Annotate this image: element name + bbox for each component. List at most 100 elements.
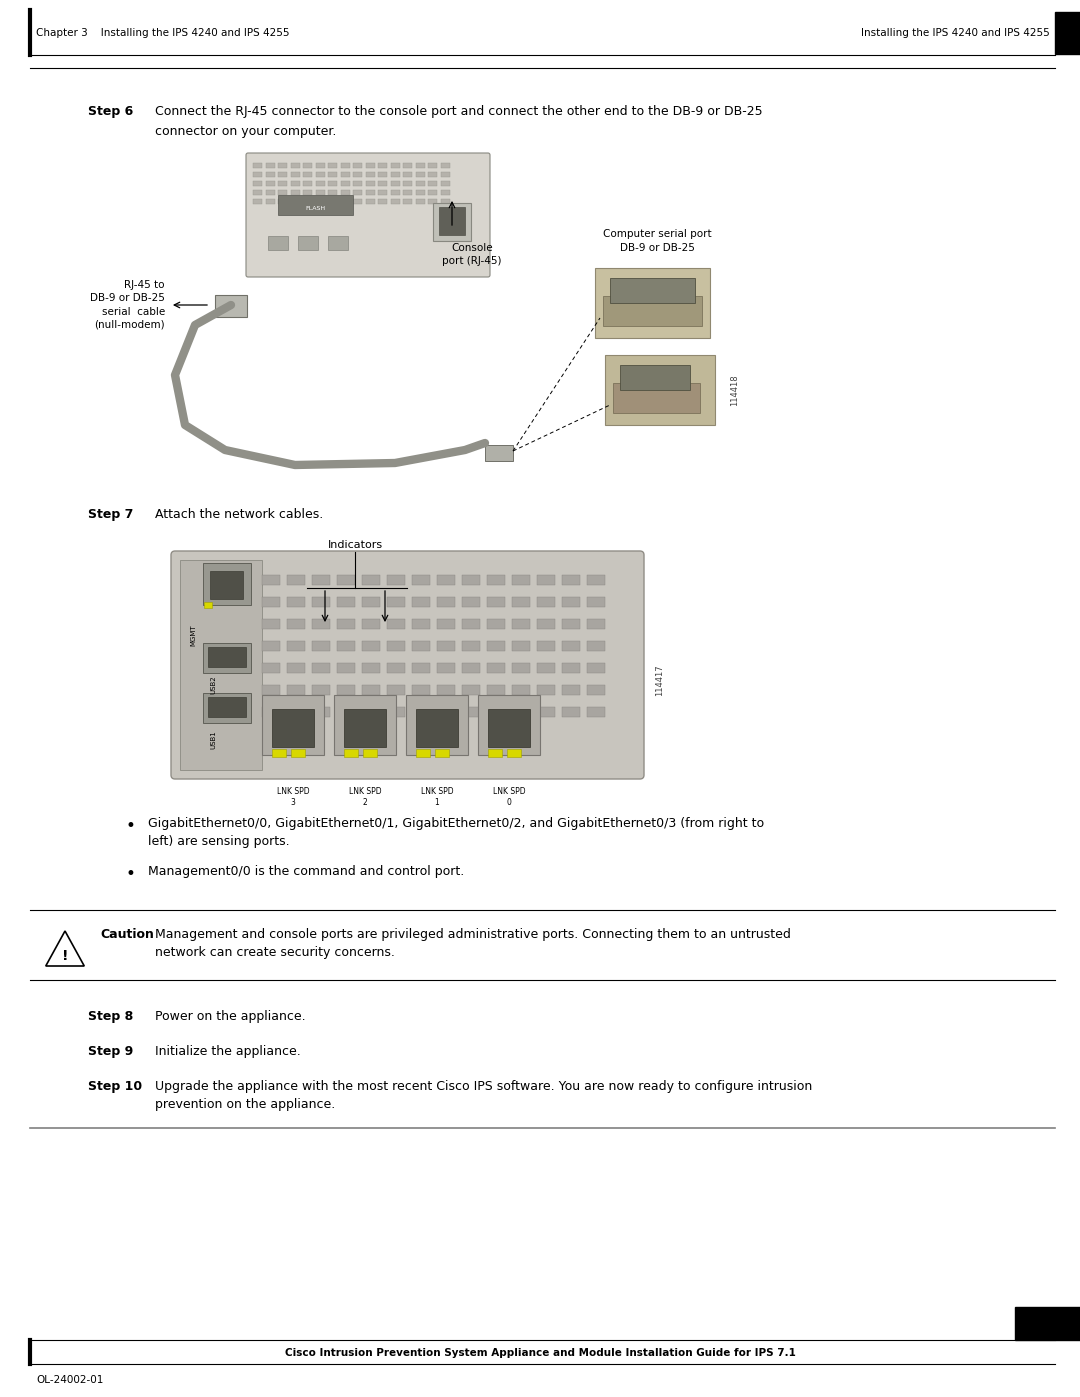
FancyBboxPatch shape bbox=[303, 198, 312, 204]
Text: USB1: USB1 bbox=[210, 731, 216, 749]
FancyBboxPatch shape bbox=[562, 619, 580, 629]
FancyBboxPatch shape bbox=[262, 619, 280, 629]
FancyBboxPatch shape bbox=[387, 664, 405, 673]
Text: Caution: Caution bbox=[100, 928, 153, 942]
FancyBboxPatch shape bbox=[262, 664, 280, 673]
FancyBboxPatch shape bbox=[438, 207, 465, 235]
FancyBboxPatch shape bbox=[345, 749, 357, 757]
FancyBboxPatch shape bbox=[312, 619, 330, 629]
FancyBboxPatch shape bbox=[411, 619, 430, 629]
FancyBboxPatch shape bbox=[562, 641, 580, 651]
FancyBboxPatch shape bbox=[620, 365, 690, 390]
FancyBboxPatch shape bbox=[328, 163, 337, 168]
FancyBboxPatch shape bbox=[411, 576, 430, 585]
FancyBboxPatch shape bbox=[437, 597, 455, 608]
FancyBboxPatch shape bbox=[363, 749, 377, 757]
FancyBboxPatch shape bbox=[588, 597, 605, 608]
FancyBboxPatch shape bbox=[403, 190, 411, 196]
Text: 114418: 114418 bbox=[730, 374, 740, 405]
FancyBboxPatch shape bbox=[613, 383, 700, 414]
FancyBboxPatch shape bbox=[362, 576, 380, 585]
FancyBboxPatch shape bbox=[403, 172, 411, 177]
FancyBboxPatch shape bbox=[287, 707, 305, 717]
Text: LNK SPD: LNK SPD bbox=[421, 787, 454, 796]
FancyBboxPatch shape bbox=[334, 694, 396, 754]
FancyBboxPatch shape bbox=[315, 190, 324, 196]
FancyBboxPatch shape bbox=[378, 172, 387, 177]
FancyBboxPatch shape bbox=[507, 749, 521, 757]
FancyBboxPatch shape bbox=[462, 664, 480, 673]
FancyBboxPatch shape bbox=[337, 619, 355, 629]
FancyBboxPatch shape bbox=[378, 190, 387, 196]
FancyBboxPatch shape bbox=[378, 198, 387, 204]
FancyBboxPatch shape bbox=[312, 641, 330, 651]
FancyBboxPatch shape bbox=[391, 198, 400, 204]
FancyBboxPatch shape bbox=[487, 664, 505, 673]
Text: USB2: USB2 bbox=[210, 676, 216, 694]
FancyBboxPatch shape bbox=[337, 576, 355, 585]
FancyBboxPatch shape bbox=[353, 190, 362, 196]
FancyBboxPatch shape bbox=[416, 190, 424, 196]
FancyBboxPatch shape bbox=[291, 172, 299, 177]
FancyBboxPatch shape bbox=[428, 163, 437, 168]
FancyBboxPatch shape bbox=[253, 172, 262, 177]
FancyBboxPatch shape bbox=[278, 163, 287, 168]
FancyBboxPatch shape bbox=[266, 163, 274, 168]
FancyBboxPatch shape bbox=[328, 172, 337, 177]
FancyBboxPatch shape bbox=[287, 619, 305, 629]
FancyBboxPatch shape bbox=[272, 710, 314, 747]
FancyBboxPatch shape bbox=[303, 163, 312, 168]
FancyBboxPatch shape bbox=[488, 710, 530, 747]
FancyBboxPatch shape bbox=[562, 597, 580, 608]
FancyBboxPatch shape bbox=[378, 182, 387, 186]
Text: LNK SPD: LNK SPD bbox=[276, 787, 309, 796]
FancyBboxPatch shape bbox=[387, 619, 405, 629]
FancyBboxPatch shape bbox=[537, 685, 555, 694]
FancyBboxPatch shape bbox=[462, 597, 480, 608]
FancyBboxPatch shape bbox=[303, 172, 312, 177]
FancyBboxPatch shape bbox=[588, 685, 605, 694]
FancyBboxPatch shape bbox=[253, 190, 262, 196]
FancyBboxPatch shape bbox=[337, 597, 355, 608]
FancyBboxPatch shape bbox=[487, 685, 505, 694]
FancyBboxPatch shape bbox=[411, 641, 430, 651]
FancyBboxPatch shape bbox=[610, 278, 696, 303]
FancyBboxPatch shape bbox=[391, 163, 400, 168]
FancyBboxPatch shape bbox=[441, 198, 449, 204]
Text: LNK SPD: LNK SPD bbox=[349, 787, 381, 796]
FancyBboxPatch shape bbox=[315, 172, 324, 177]
FancyBboxPatch shape bbox=[203, 643, 251, 673]
FancyBboxPatch shape bbox=[266, 190, 274, 196]
FancyBboxPatch shape bbox=[411, 597, 430, 608]
FancyBboxPatch shape bbox=[437, 641, 455, 651]
FancyBboxPatch shape bbox=[378, 163, 387, 168]
FancyBboxPatch shape bbox=[588, 641, 605, 651]
FancyBboxPatch shape bbox=[315, 182, 324, 186]
Text: Step 10: Step 10 bbox=[87, 1080, 143, 1092]
FancyBboxPatch shape bbox=[312, 576, 330, 585]
FancyBboxPatch shape bbox=[337, 664, 355, 673]
FancyBboxPatch shape bbox=[312, 597, 330, 608]
Text: Step 6: Step 6 bbox=[87, 105, 133, 117]
FancyBboxPatch shape bbox=[562, 664, 580, 673]
FancyBboxPatch shape bbox=[312, 685, 330, 694]
FancyBboxPatch shape bbox=[365, 163, 375, 168]
FancyBboxPatch shape bbox=[437, 685, 455, 694]
FancyBboxPatch shape bbox=[603, 296, 702, 326]
FancyBboxPatch shape bbox=[268, 236, 288, 250]
FancyBboxPatch shape bbox=[328, 190, 337, 196]
FancyBboxPatch shape bbox=[403, 163, 411, 168]
FancyBboxPatch shape bbox=[435, 749, 449, 757]
FancyBboxPatch shape bbox=[387, 707, 405, 717]
FancyBboxPatch shape bbox=[328, 236, 348, 250]
FancyBboxPatch shape bbox=[208, 647, 246, 666]
FancyBboxPatch shape bbox=[298, 236, 318, 250]
Text: Management and console ports are privileged administrative ports. Connecting the: Management and console ports are privile… bbox=[156, 928, 791, 942]
FancyBboxPatch shape bbox=[266, 182, 274, 186]
Text: •: • bbox=[125, 817, 135, 835]
FancyBboxPatch shape bbox=[340, 190, 350, 196]
FancyBboxPatch shape bbox=[253, 163, 262, 168]
FancyBboxPatch shape bbox=[210, 571, 243, 599]
FancyBboxPatch shape bbox=[428, 198, 437, 204]
FancyBboxPatch shape bbox=[262, 576, 280, 585]
